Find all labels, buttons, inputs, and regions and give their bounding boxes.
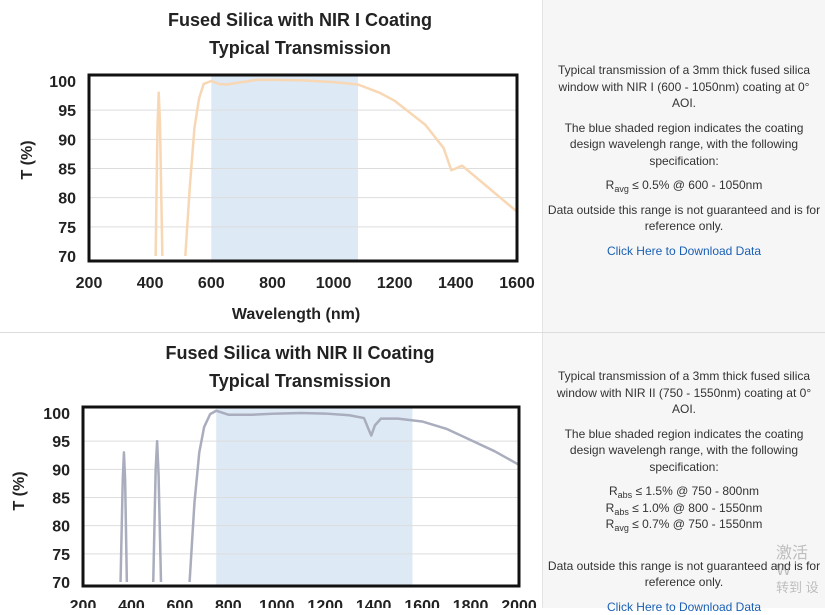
watermark-line2: 转到 设 <box>776 580 819 595</box>
spec-line: Rabs ≤ 1.0% @ 800 - 1550nm <box>605 500 763 517</box>
transmission-curve <box>154 91 164 257</box>
y-tick-label: 100 <box>49 74 76 91</box>
y-axis-label: T (%) <box>11 471 28 510</box>
nir1-row: Fused Silica with NIR I Coating Typical T… <box>0 0 825 332</box>
divider <box>0 332 825 333</box>
y-tick-label: 75 <box>58 220 76 237</box>
x-tick-label: 400 <box>118 598 145 608</box>
x-tick-label: 1600 <box>404 598 440 608</box>
transmission-chart-nir2: Fused Silica with NIR II Coating Typical … <box>11 343 537 615</box>
coating-range-shade <box>216 407 413 586</box>
x-tick-label: 1000 <box>316 275 352 292</box>
spec-symbol: R <box>605 178 615 192</box>
download-data-link[interactable]: Click Here to Download Data <box>606 599 762 614</box>
transmission-curve <box>151 439 163 583</box>
y-tick-label: 95 <box>52 434 70 451</box>
x-tick-label: 800 <box>259 275 286 292</box>
spec-line: Ravg ≤ 0.7% @ 750 - 1550nm <box>605 517 763 533</box>
chart-title: Fused Silica with NIR II Coating <box>165 343 434 363</box>
spec-symbol: R <box>605 517 615 531</box>
shaded-note: The blue shaded region indicates the coa… <box>564 426 804 474</box>
x-tick-label: 200 <box>76 275 103 292</box>
transmission-curve <box>188 409 520 583</box>
nir2-chart: Fused Silica with NIR II Coating Typical … <box>0 333 542 615</box>
spec-line: Ravg ≤ 0.5% @ 600 - 1050nm <box>605 178 763 194</box>
plot-frame <box>87 73 519 263</box>
y-tick-label: 80 <box>52 519 70 536</box>
spec-symbol: R <box>608 484 618 498</box>
nir2-row: Fused Silica with NIR II Coating Typical … <box>0 333 825 615</box>
spec-text: ≤ 1.5% @ 750 - 800nm <box>632 484 760 498</box>
x-tick-label: 600 <box>167 598 194 608</box>
y-tick-label: 95 <box>58 103 76 120</box>
activation-watermark: 激活 W 转到 设 <box>776 545 825 596</box>
transmission-chart-nir1: Fused Silica with NIR I Coating Typical T… <box>19 10 535 323</box>
x-tick-label: 1600 <box>499 275 535 292</box>
spec-symbol: R <box>605 500 615 515</box>
description: Typical transmission of a 3mm thick fuse… <box>557 63 811 110</box>
disclaimer: Data outside this range is not guarantee… <box>547 558 821 590</box>
y-tick-label: 70 <box>58 249 76 266</box>
x-tick-label: 800 <box>215 598 242 608</box>
x-tick-label: 2000 <box>501 598 537 608</box>
spec-list: Ravg ≤ 0.5% @ 600 - 1050nm <box>547 177 821 194</box>
transmission-curve <box>119 451 129 583</box>
x-tick-label: 1000 <box>259 598 295 608</box>
y-tick-label: 80 <box>58 191 76 208</box>
shaded-note: The blue shaded region indicates the coa… <box>564 120 804 168</box>
nir2-info-panel: Typical transmission of a 3mm thick fuse… <box>542 333 825 614</box>
chart-subtitle: Typical Transmission <box>209 38 391 58</box>
spec-subscript: avg <box>614 184 629 194</box>
x-tick-label: 200 <box>70 598 97 608</box>
x-tick-label: 400 <box>137 275 164 292</box>
spec-text: ≤ 1.0% @ 800 - 1550nm <box>628 500 763 515</box>
x-tick-label: 1800 <box>453 598 489 608</box>
x-tick-label: 1400 <box>356 598 392 608</box>
watermark-line1: 激活 W <box>776 545 809 579</box>
y-axis-label: T (%) <box>19 140 36 179</box>
chart-title: Fused Silica with NIR I Coating <box>168 10 432 30</box>
x-tick-label: 1400 <box>438 275 474 292</box>
spec-list: Rabs ≤ 1.5% @ 750 - 800nm Rabs ≤ 1.0% @ 8… <box>547 483 821 533</box>
x-tick-label: 600 <box>198 275 225 292</box>
nir1-info-panel: Typical transmission of a 3mm thick fuse… <box>542 0 825 332</box>
y-tick-label: 85 <box>52 491 70 508</box>
y-tick-label: 75 <box>52 547 70 564</box>
spec-line: Rabs ≤ 1.5% @ 750 - 800nm <box>608 484 760 500</box>
x-tick-label: 1200 <box>307 598 343 608</box>
spec-subscript: abs <box>617 490 633 500</box>
download-data-link[interactable]: Click Here to Download Data <box>606 243 762 258</box>
transmission-curve <box>184 78 518 257</box>
y-tick-label: 70 <box>52 575 70 592</box>
spec-subscript: abs <box>614 506 629 517</box>
plot-frame <box>81 405 521 588</box>
description: Typical transmission of a 3mm thick fuse… <box>556 369 812 416</box>
disclaimer: Data outside this range is not guarantee… <box>547 202 821 234</box>
x-axis-label: Wavelength (nm) <box>232 306 360 323</box>
y-tick-label: 90 <box>52 462 70 479</box>
nir1-chart: Fused Silica with NIR I Coating Typical T… <box>0 0 542 332</box>
spec-text: ≤ 0.7% @ 750 - 1550nm <box>628 517 763 531</box>
spec-subscript: avg <box>614 523 629 533</box>
x-tick-label: 1200 <box>377 275 413 292</box>
spec-text: ≤ 0.5% @ 600 - 1050nm <box>628 178 763 192</box>
y-tick-label: 85 <box>58 162 76 179</box>
y-tick-label: 90 <box>58 132 76 149</box>
y-tick-label: 100 <box>43 406 70 423</box>
chart-subtitle: Typical Transmission <box>209 371 391 391</box>
